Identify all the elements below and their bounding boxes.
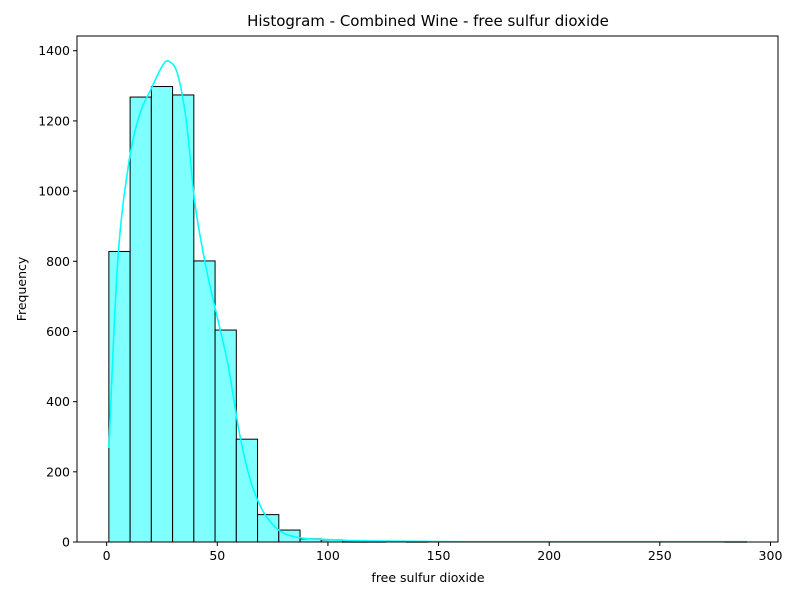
histogram-bar bbox=[129, 96, 152, 543]
chart-title: Histogram - Combined Wine - free sulfur … bbox=[247, 12, 609, 30]
x-tick-label: 50 bbox=[209, 548, 225, 563]
y-tick-label: 0 bbox=[62, 535, 70, 550]
kde-layer bbox=[108, 60, 747, 543]
x-tick-label: 0 bbox=[103, 548, 111, 563]
x-tick-label: 150 bbox=[427, 548, 451, 563]
y-tick-label: 400 bbox=[46, 394, 70, 409]
x-tick-label: 100 bbox=[316, 548, 340, 563]
y-tick-label: 1200 bbox=[38, 113, 70, 128]
y-tick-label: 1400 bbox=[38, 43, 70, 58]
y-tick-label: 200 bbox=[46, 464, 70, 479]
y-tick-label: 800 bbox=[46, 254, 70, 269]
kde-line bbox=[108, 60, 747, 543]
y-tick-label: 600 bbox=[46, 324, 70, 339]
x-tick-label: 200 bbox=[537, 548, 561, 563]
bars-layer bbox=[108, 86, 747, 543]
histogram-bar bbox=[150, 86, 174, 543]
histogram-bar bbox=[108, 250, 131, 543]
x-tick-label: 300 bbox=[759, 548, 783, 563]
x-axis-label: free sulfur dioxide bbox=[371, 570, 484, 585]
x-tick-label: 250 bbox=[648, 548, 672, 563]
y-tick-label: 1000 bbox=[38, 184, 70, 199]
plot-frame bbox=[76, 35, 779, 543]
histogram-bar bbox=[193, 260, 216, 543]
histogram-bar bbox=[214, 329, 237, 543]
y-axis-ticks: 0 200 400 600 800 1000 1200 1400 bbox=[38, 43, 77, 550]
x-axis-ticks: 0 50 100 150 200 250 300 bbox=[103, 542, 783, 563]
y-axis-label: Frequency bbox=[14, 256, 29, 321]
